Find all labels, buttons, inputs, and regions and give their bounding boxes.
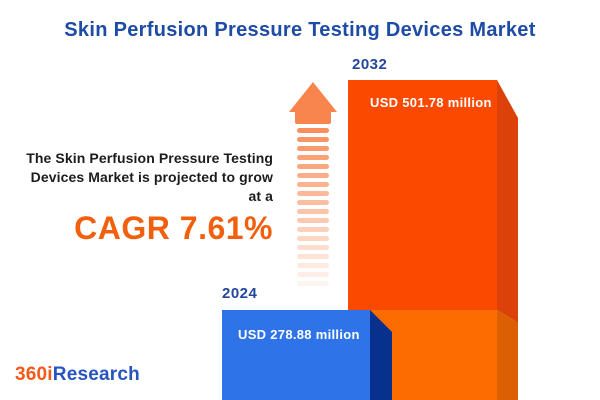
arrow-stripe	[297, 227, 329, 232]
arrow-stripe	[297, 263, 329, 268]
year-label-2032: 2032	[352, 56, 388, 73]
arrow-stripe	[297, 218, 329, 223]
up-arrow-shaft	[295, 111, 331, 124]
arrow-stripe	[297, 272, 329, 277]
arrow-stripe	[297, 254, 329, 259]
arrow-stripe	[297, 236, 329, 241]
description-line-2: Devices Market is projected to grow	[30, 169, 273, 185]
logo-360i: 360i	[15, 364, 53, 385]
value-label-2024: USD 278.88 million	[238, 327, 360, 342]
arrow-stripe	[297, 200, 329, 205]
brand-logo: 360iResearch	[15, 364, 140, 386]
arrow-stripe	[297, 281, 329, 286]
value-label-2032: USD 501.78 million	[370, 95, 492, 110]
arrow-stripe	[297, 173, 329, 178]
arrow-stripe	[297, 191, 329, 196]
bar-2024-side	[370, 310, 392, 400]
arrow-stripe	[297, 182, 329, 187]
bar-2032-side-lower	[497, 310, 518, 400]
cagr-text: CAGR 7.61%	[74, 210, 273, 246]
description-line-1: The Skin Perfusion Pressure Testing	[26, 150, 273, 166]
bar-2024-front	[222, 310, 370, 400]
arrow-stripe	[297, 146, 329, 151]
arrow-stripe	[297, 209, 329, 214]
logo-research: Research	[52, 364, 140, 385]
arrow-stripe	[297, 245, 329, 250]
arrow-stripe	[297, 164, 329, 169]
description-line-3: at a	[248, 188, 273, 204]
bar-2032-front	[348, 80, 497, 310]
arrow-stripe	[297, 155, 329, 160]
page-title: Skin Perfusion Pressure Testing Devices …	[64, 19, 536, 41]
bar-2032-side	[497, 80, 518, 323]
up-arrow-fading-stripes	[297, 128, 329, 290]
description-text: The Skin Perfusion Pressure Testing Devi…	[0, 149, 273, 245]
arrow-stripe	[297, 137, 329, 142]
year-label-2024: 2024	[222, 285, 258, 302]
arrow-stripe	[297, 128, 329, 133]
